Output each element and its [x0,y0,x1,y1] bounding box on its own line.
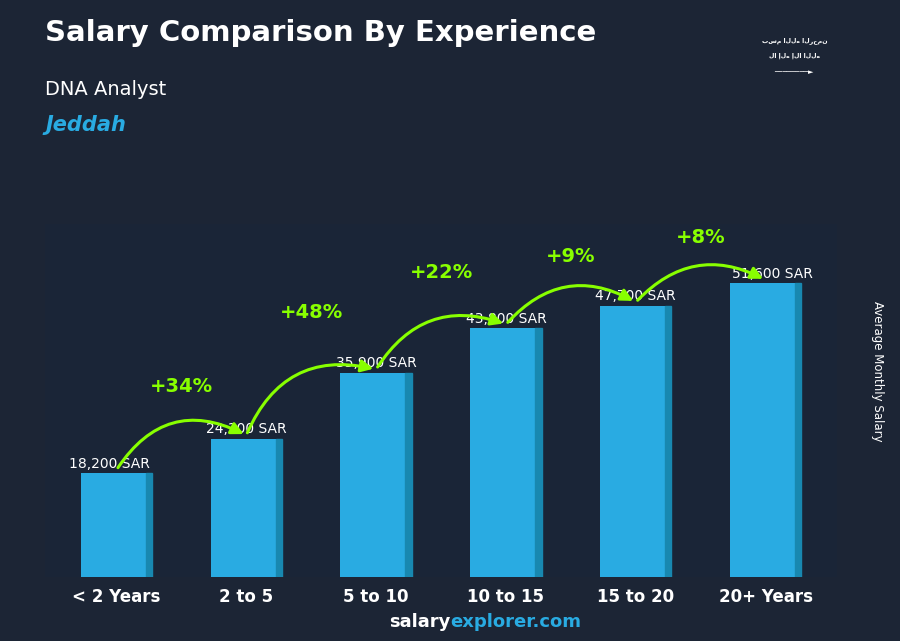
Text: DNA Analyst: DNA Analyst [45,80,166,99]
Text: 47,700 SAR: 47,700 SAR [596,289,676,303]
Text: +22%: +22% [410,263,472,282]
Text: Salary Comparison By Experience: Salary Comparison By Experience [45,19,596,47]
Text: ────────►: ────────► [775,69,814,75]
Bar [665,306,671,577]
Text: +8%: +8% [676,228,725,247]
Text: Jeddah: Jeddah [45,115,126,135]
Text: 43,800 SAR: 43,800 SAR [465,312,546,326]
Text: بسم الله الرحمن: بسم الله الرحمن [761,37,827,44]
Text: Average Monthly Salary: Average Monthly Salary [871,301,884,442]
Bar [536,328,542,577]
Bar [211,438,282,577]
Text: +34%: +34% [149,377,213,396]
Bar [730,283,801,577]
Bar [81,474,152,577]
Text: salary: salary [389,613,450,631]
Text: 18,200 SAR: 18,200 SAR [69,457,150,471]
Text: 24,300 SAR: 24,300 SAR [206,422,286,437]
Bar [470,328,542,577]
Text: 35,900 SAR: 35,900 SAR [336,356,417,370]
Text: explorer.com: explorer.com [450,613,581,631]
Bar [405,373,412,577]
Text: 51,600 SAR: 51,600 SAR [732,267,813,281]
Bar [275,438,282,577]
Text: +9%: +9% [546,247,596,266]
Bar [146,474,152,577]
Bar [795,283,801,577]
Text: لا إله إلا الله: لا إله إلا الله [769,53,820,59]
Bar [340,373,412,577]
Bar [600,306,671,577]
Text: +48%: +48% [280,303,343,322]
